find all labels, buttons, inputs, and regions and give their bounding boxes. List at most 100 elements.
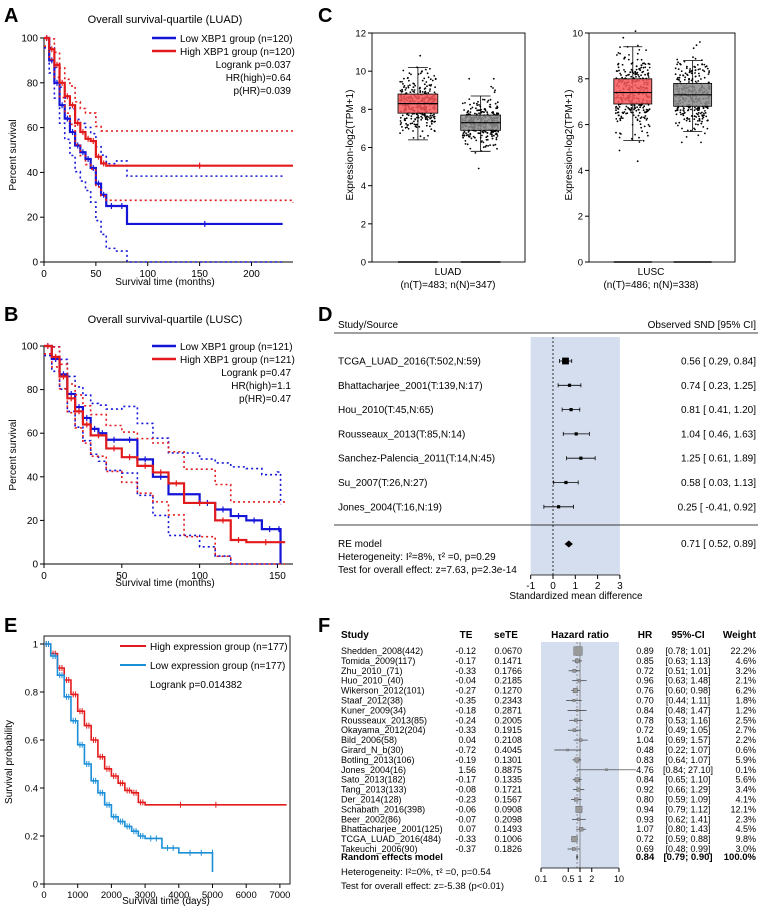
study-te: -0.72: [455, 745, 476, 755]
data-point: [634, 116, 637, 119]
data-point: [408, 79, 410, 82]
data-point: [629, 109, 632, 112]
data-point: [634, 70, 637, 73]
study-hr: 4.76: [636, 765, 654, 775]
y-tick-label: 0.2: [25, 832, 38, 843]
data-point: [678, 76, 681, 79]
data-point: [695, 44, 698, 47]
data-point: [698, 72, 700, 75]
data-point: [428, 90, 431, 92]
data-point: [618, 114, 620, 117]
study-hr: 0.85: [636, 656, 654, 666]
random-effects-weight: 100.0%: [724, 852, 757, 863]
x-tick-label: 150: [269, 571, 286, 582]
data-point: [633, 104, 636, 107]
data-point: [638, 141, 641, 143]
data-point: [618, 149, 621, 152]
study-estimate: [566, 748, 569, 752]
study-ci: [0.69; 1.57]: [665, 735, 710, 745]
data-point: [688, 81, 690, 83]
panel-letter-f: F: [318, 615, 330, 637]
data-point: [420, 118, 423, 121]
study-ci-text: 0.25 [ -0.41, 0.92]: [678, 502, 757, 513]
data-point: [464, 102, 466, 104]
data-point: [477, 132, 480, 135]
panel-f-test: Test for overall effect: z=-5.38 (p<0.01…: [341, 881, 504, 892]
x-tick-label: 0: [41, 269, 47, 280]
study-sete: 0.2871: [494, 705, 522, 715]
study-weight: 12.1%: [730, 804, 756, 814]
data-point: [467, 131, 470, 133]
data-point: [643, 105, 646, 108]
y-tick-label: 0: [361, 258, 366, 269]
study-estimate: [605, 768, 608, 771]
re-model-ci: 0.71 [ 0.52, 0.89]: [681, 539, 756, 550]
data-point: [419, 86, 421, 89]
data-point: [675, 122, 677, 125]
logrank-stat: Logrank p=0.014382: [150, 680, 242, 691]
data-point: [639, 69, 642, 72]
data-point: [696, 109, 699, 112]
study-weight: 2.2%: [735, 735, 756, 745]
data-point: [490, 132, 493, 134]
data-point: [677, 68, 680, 70]
data-point: [688, 118, 691, 120]
study-ci-text: 0.81 [ 0.41, 1.20]: [681, 405, 756, 416]
data-point: [684, 76, 687, 79]
study-label: Jones_2004(16): [341, 765, 406, 775]
data-point: [413, 123, 416, 126]
study-estimate: [575, 806, 583, 813]
data-point: [703, 70, 706, 73]
data-point: [688, 78, 690, 80]
study-label: Bhattacharjee_2001(T:139,N:17): [338, 381, 483, 392]
data-point: [681, 112, 684, 115]
pooled-diamond: [576, 853, 579, 861]
study-weight: 0.1%: [735, 765, 756, 775]
logrank-stat: Logrank p=0.47: [221, 368, 291, 379]
data-point: [403, 77, 405, 80]
data-point: [476, 104, 479, 106]
study-ci-text: 1.04 [ 0.46, 1.63]: [681, 429, 756, 440]
data-point: [688, 120, 691, 123]
study-estimate: [574, 757, 580, 763]
y-tick-label: 0: [32, 258, 38, 269]
data-point: [623, 111, 626, 113]
box-tumor: [613, 78, 653, 105]
data-point: [399, 120, 402, 122]
data-point: [624, 70, 627, 73]
study-label: Bild_2006(58): [341, 735, 397, 745]
study-label: Wikerson_2012(101): [341, 686, 425, 696]
data-point: [410, 73, 412, 76]
data-point: [407, 127, 410, 130]
data-point: [430, 122, 433, 125]
study-te: -0.17: [455, 656, 476, 666]
data-point: [413, 83, 416, 85]
data-point: [404, 126, 407, 129]
data-point: [496, 101, 499, 104]
data-point: [424, 87, 427, 89]
data-point: [676, 108, 679, 111]
data-point: [466, 143, 469, 146]
data-point: [461, 134, 464, 137]
data-point: [683, 78, 686, 81]
study-hr: 0.72: [636, 725, 654, 735]
data-point: [476, 109, 478, 112]
study-ci-text: 0.56 [ 0.29, 0.84]: [681, 357, 756, 368]
data-point: [492, 87, 494, 89]
data-point: [694, 69, 697, 72]
data-point: [489, 106, 492, 108]
data-point: [700, 141, 702, 144]
data-point: [697, 123, 699, 126]
data-point: [411, 122, 414, 125]
data-point: [486, 138, 489, 141]
data-point: [702, 69, 704, 71]
data-point: [402, 69, 405, 72]
data-point: [683, 118, 686, 121]
data-point: [482, 131, 485, 134]
data-point: [690, 115, 693, 117]
data-point: [683, 60, 686, 63]
study-ci: [0.64; 1.07]: [665, 755, 710, 765]
data-point: [630, 137, 633, 140]
data-point: [697, 113, 699, 116]
data-point: [682, 74, 684, 77]
